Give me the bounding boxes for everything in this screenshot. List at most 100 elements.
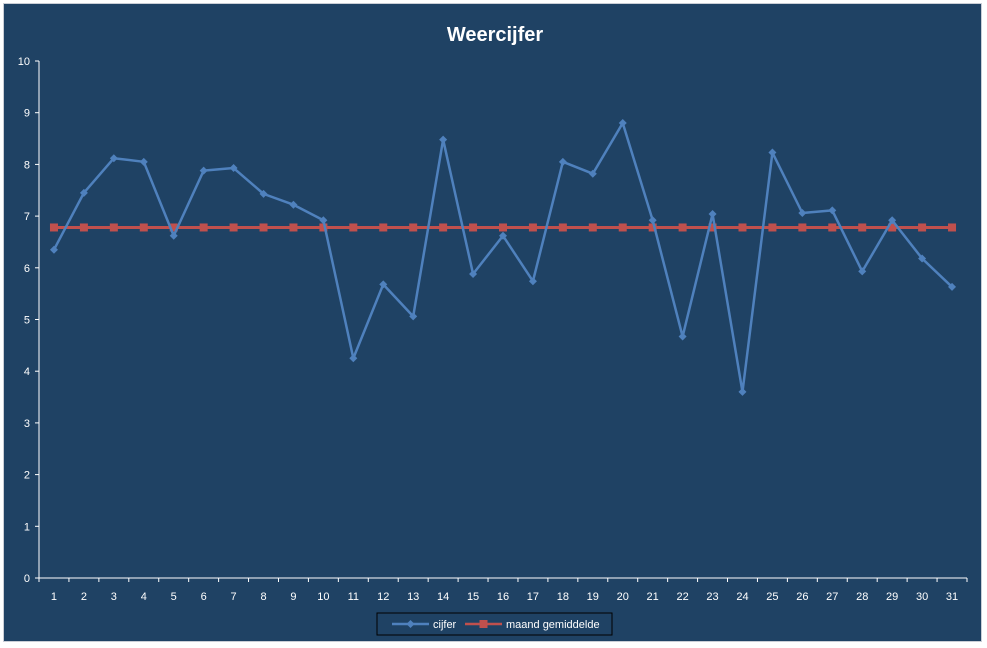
y-tick-label: 5	[24, 315, 30, 327]
data-point-cijfer	[349, 354, 358, 363]
x-tick-label: 7	[231, 591, 237, 603]
series-maand-gemiddelde	[49, 223, 957, 232]
y-tick-label: 1	[24, 521, 30, 533]
data-point-cijfer	[648, 216, 657, 225]
data-point-cijfer	[768, 148, 777, 157]
x-tick-label: 30	[916, 591, 928, 603]
legend-label-maand-gemiddelde: maand gemiddelde	[506, 619, 600, 631]
x-tick-label: 2	[81, 591, 87, 603]
x-tick-label: 11	[348, 591, 359, 603]
data-point-maand-gemiddelde	[888, 223, 897, 232]
data-point-maand-gemiddelde	[169, 223, 178, 232]
x-tick-label: 28	[856, 591, 868, 603]
x-tick-label: 16	[497, 591, 509, 603]
x-tick-label: 3	[111, 591, 117, 603]
x-tick-label: 17	[527, 591, 539, 603]
data-point-maand-gemiddelde	[49, 223, 58, 232]
chart-area: Weercijfer 0 1 2 3 4 5 6 7 8 9 10 1 2 3 4 5 6 7 8 9 10 11 12 1…	[3, 3, 982, 642]
y-tick-label: 7	[24, 211, 30, 223]
data-point-cijfer	[139, 157, 148, 166]
data-point-maand-gemiddelde	[948, 223, 957, 232]
y-tick-label: 3	[24, 418, 30, 430]
data-point-cijfer	[289, 200, 298, 209]
data-point-cijfer	[469, 270, 478, 279]
data-point-maand-gemiddelde	[319, 223, 328, 232]
data-point-cijfer	[229, 164, 238, 173]
x-tick-label: 15	[467, 591, 479, 603]
data-point-maand-gemiddelde	[678, 223, 687, 232]
data-point-maand-gemiddelde	[199, 223, 208, 232]
data-point-maand-gemiddelde	[229, 223, 238, 232]
x-axis-tick-labels: 1 2 3 4 5 6 7 8 9 10 11 12 13 14 15 16 17 18 19 20 21 22 23 24 2…	[51, 591, 958, 603]
data-point-cijfer	[588, 169, 597, 178]
data-point-maand-gemiddelde	[139, 223, 148, 232]
data-point-cijfer	[558, 157, 567, 166]
data-point-maand-gemiddelde	[499, 223, 507, 232]
x-tick-label: 18	[557, 591, 569, 603]
data-point-maand-gemiddelde	[109, 223, 118, 232]
x-tick-label: 9	[290, 591, 296, 603]
data-point-cijfer	[319, 216, 328, 225]
y-tick-label: 0	[24, 573, 30, 585]
x-tick-label: 10	[317, 591, 329, 603]
plot-series	[49, 119, 957, 396]
data-point-maand-gemiddelde	[618, 223, 627, 232]
data-point-cijfer	[798, 208, 807, 217]
data-point-cijfer	[199, 166, 208, 175]
x-tick-label: 25	[766, 591, 778, 603]
data-point-maand-gemiddelde	[528, 223, 537, 232]
data-point-maand-gemiddelde	[259, 223, 268, 232]
legend: cijfer maand gemiddelde	[376, 612, 613, 636]
data-point-cijfer	[828, 206, 837, 215]
legend-item-cijfer: cijfer	[392, 619, 457, 631]
data-point-maand-gemiddelde	[648, 223, 657, 232]
x-tick-label: 29	[886, 591, 898, 603]
data-point-maand-gemiddelde	[708, 223, 717, 232]
legend-item-maand-gemiddelde: maand gemiddelde	[465, 619, 600, 631]
data-point-maand-gemiddelde	[798, 223, 807, 232]
data-point-maand-gemiddelde	[828, 223, 837, 232]
legend-marker-maand-gemiddelde	[479, 620, 488, 628]
y-tick-label: 8	[24, 159, 30, 171]
x-tick-label: 8	[260, 591, 266, 603]
data-point-maand-gemiddelde	[349, 223, 358, 232]
data-point-cijfer	[259, 189, 268, 198]
data-point-cijfer	[708, 210, 717, 219]
data-point-cijfer	[109, 154, 118, 163]
legend-marker-cijfer	[406, 620, 415, 628]
y-tick-label: 2	[24, 470, 30, 482]
x-tick-label: 6	[201, 591, 207, 603]
x-tick-label: 13	[407, 591, 419, 603]
data-point-maand-gemiddelde	[588, 223, 597, 232]
data-point-cijfer	[79, 188, 88, 197]
y-tick-label: 9	[24, 108, 30, 120]
data-point-cijfer	[678, 332, 687, 341]
x-tick-label: 14	[437, 591, 449, 603]
data-point-cijfer	[948, 282, 957, 291]
x-tick-label: 26	[796, 591, 808, 603]
x-tick-label: 27	[826, 591, 838, 603]
data-point-maand-gemiddelde	[768, 223, 777, 232]
data-point-cijfer	[409, 312, 418, 321]
data-point-maand-gemiddelde	[918, 223, 927, 232]
data-point-maand-gemiddelde	[469, 223, 478, 232]
x-tick-label: 23	[706, 591, 718, 603]
x-tick-label: 21	[647, 591, 659, 603]
x-tick-label: 31	[946, 591, 958, 603]
data-point-maand-gemiddelde	[379, 223, 388, 232]
series-cijfer	[49, 119, 957, 396]
data-point-cijfer	[379, 280, 388, 289]
data-point-cijfer	[618, 119, 627, 128]
data-point-maand-gemiddelde	[289, 223, 298, 232]
data-point-cijfer	[169, 231, 178, 240]
chart-title: Weercijfer	[447, 24, 544, 46]
y-axis-tick-labels: 0 1 2 3 4 5 6 7 8 9 10	[18, 56, 30, 585]
data-point-maand-gemiddelde	[439, 223, 448, 232]
axes	[35, 60, 968, 582]
x-tick-label: 5	[171, 591, 177, 603]
data-point-cijfer	[499, 231, 507, 240]
data-point-maand-gemiddelde	[409, 223, 418, 232]
y-tick-label: 10	[18, 56, 30, 68]
y-tick-label: 6	[24, 263, 30, 275]
